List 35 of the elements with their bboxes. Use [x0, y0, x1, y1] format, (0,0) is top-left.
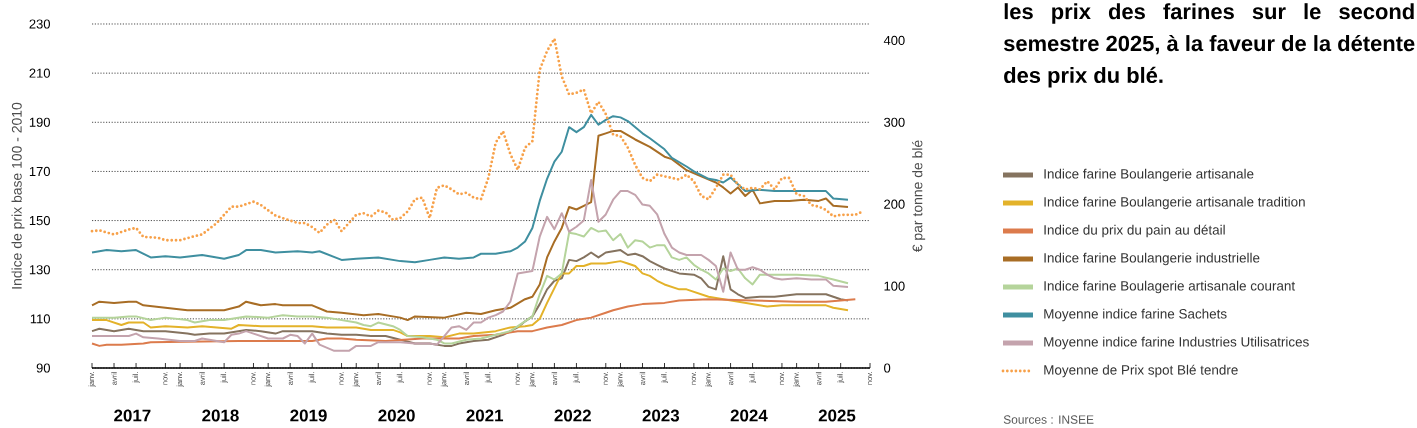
y-tick-label: 190: [29, 117, 50, 127]
text: 2019: [290, 409, 327, 422]
text: 2023: [642, 409, 680, 422]
y2-tick-label: 400: [883, 35, 905, 45]
y-tick-label: 210: [29, 68, 50, 78]
y2-tick-label: 300: [884, 117, 905, 127]
text: 2021: [466, 409, 504, 422]
y2-axis-title: € par tonne de blé: [911, 140, 926, 253]
source-note: Sources : INSEE: [1003, 415, 1094, 424]
y-tick-label: 230: [29, 19, 50, 29]
text: 2025: [818, 409, 856, 422]
text: 2018: [202, 409, 239, 422]
legend-label: Moyenne de Prix spot Blé tendre: [1044, 364, 1238, 378]
text: les prix des farines sur le second semestre 2025, à la faveur de la détente des prix du blé.: [1003, 3, 1415, 88]
line-series: [91, 298, 857, 347]
legend-label: Indice farine Boulagerie artisanale courant: [1044, 280, 1296, 294]
y2-tick-label: 100: [884, 281, 905, 291]
legend-label: Indice farine Boulangerie industrielle: [1044, 252, 1260, 266]
y-tick-label: 150: [29, 215, 50, 226]
legend-label: Moyenne indice farine Sachets: [1044, 308, 1227, 322]
y-tick-label: 170: [29, 166, 50, 177]
y-tick-label: 90: [36, 363, 50, 373]
legend-label: Indice farine Boulangerie artisanale tradition: [1044, 196, 1305, 210]
text: 2024: [730, 409, 768, 422]
y-tick-label: 130: [29, 265, 50, 275]
text: 2022: [554, 409, 591, 422]
legend-label: Moyenne indice farine Industries Utilisatrices: [1044, 336, 1309, 350]
text: 2017: [114, 409, 151, 422]
y-tick-label: 110: [30, 314, 50, 324]
legend-label: Indice du prix du pain au détail: [1044, 224, 1225, 238]
y-axis-title: Indice de prix base 100 - 2010: [11, 102, 25, 289]
y2-tick-label: 0: [884, 363, 891, 373]
text: 2020: [378, 409, 415, 422]
legend-label: Indice farine Boulangerie artisanale: [1044, 168, 1254, 182]
y2-tick-label: 200: [884, 199, 905, 209]
